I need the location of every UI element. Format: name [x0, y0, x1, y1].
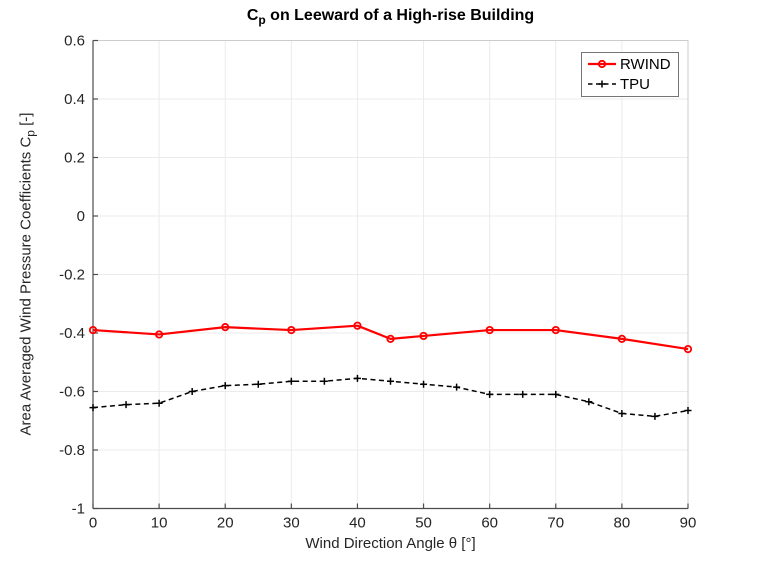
rwind-marker — [287, 325, 296, 335]
tpu-marker — [320, 377, 328, 385]
rwind-marker — [221, 323, 230, 332]
tpu-marker — [353, 374, 361, 382]
y-tick-label: -0.6 — [59, 384, 85, 401]
tpu-marker — [618, 409, 626, 417]
rwind-marker — [683, 344, 693, 354]
tpu-marker — [221, 382, 229, 390]
rwind-marker — [617, 334, 626, 343]
y-tick-label: 0.4 — [64, 91, 85, 108]
title-rest: on Leeward of a High-rise Building — [265, 7, 535, 24]
x-tick-label: 50 — [415, 515, 432, 532]
y-tick-label: -0.2 — [59, 267, 85, 284]
x-tick-label: 90 — [680, 515, 697, 532]
x-tick-label: 40 — [349, 515, 366, 532]
x-axis-label: Wind Direction Angle θ [°] — [305, 535, 476, 552]
x-tick-label: 80 — [614, 515, 631, 532]
tpu-marker — [519, 390, 527, 398]
legend-item-tpu: TPU — [587, 74, 671, 94]
tpu-marker — [122, 401, 130, 409]
legend-item-rwind: RWIND — [587, 54, 671, 74]
rwind-marker — [88, 325, 98, 335]
tpu-marker — [684, 407, 692, 415]
ylabel-pre: Area Averaged Wind Pressure Coefficients… — [17, 136, 35, 436]
tpu-marker — [254, 380, 262, 388]
legend-label-rwind: RWIND — [620, 55, 671, 73]
rwind-marker — [155, 330, 164, 339]
chart-title: Cp on Leeward of a High-rise Building — [93, 7, 688, 27]
tpu-series — [89, 374, 692, 420]
x-tick-label: 60 — [481, 515, 498, 532]
y-tick-label: -1 — [72, 501, 85, 518]
x-tick-label: 30 — [283, 515, 300, 532]
x-tick-label: 0 — [89, 515, 97, 532]
tpu-marker — [89, 404, 97, 412]
rwind-series — [88, 321, 693, 354]
tpu-marker — [585, 398, 593, 406]
tpu-marker — [287, 377, 295, 385]
rwind-marker — [485, 325, 494, 335]
rwind-marker — [551, 325, 560, 335]
rwind-marker — [386, 334, 395, 343]
y-tick-label: 0.2 — [64, 150, 85, 167]
rwind-marker — [419, 331, 428, 341]
title-main: C — [246, 7, 259, 24]
y-tick-label: 0.6 — [64, 33, 85, 50]
y-tick-label: -0.4 — [59, 325, 85, 342]
x-tick-label: 20 — [217, 515, 234, 532]
rwind-line — [92, 324, 689, 351]
x-tick-label: 70 — [547, 515, 564, 532]
tpu-marker — [453, 383, 461, 391]
tpu-marker — [155, 399, 163, 407]
tpu-line-sample-icon — [588, 80, 616, 88]
y-tick-label: 0 — [77, 208, 85, 225]
x-tick-label: 10 — [151, 515, 168, 532]
rwind-line-sample-icon — [588, 59, 616, 69]
title-subscript: p — [258, 13, 266, 27]
legend-label-tpu: TPU — [620, 75, 650, 93]
y-tick-label: -0.8 — [59, 442, 85, 459]
tpu-marker — [188, 388, 196, 395]
tpu-marker — [651, 412, 659, 420]
tpu-marker — [387, 377, 394, 385]
tpu-marker — [552, 390, 560, 398]
rwind-marker — [353, 321, 362, 330]
ylabel-subscript: p — [23, 130, 38, 137]
ylabel-post: [-] — [17, 112, 35, 131]
grid — [92, 40, 689, 509]
tick-labels: 0 10 20 30 40 50 60 70 80 90 0.6 0.4 0.2 0 -0.2 -0.4 -0.… — [59, 33, 696, 532]
legend: RWIND TPU — [581, 52, 679, 97]
tpu-marker — [420, 380, 428, 388]
tpu-marker — [486, 390, 494, 398]
